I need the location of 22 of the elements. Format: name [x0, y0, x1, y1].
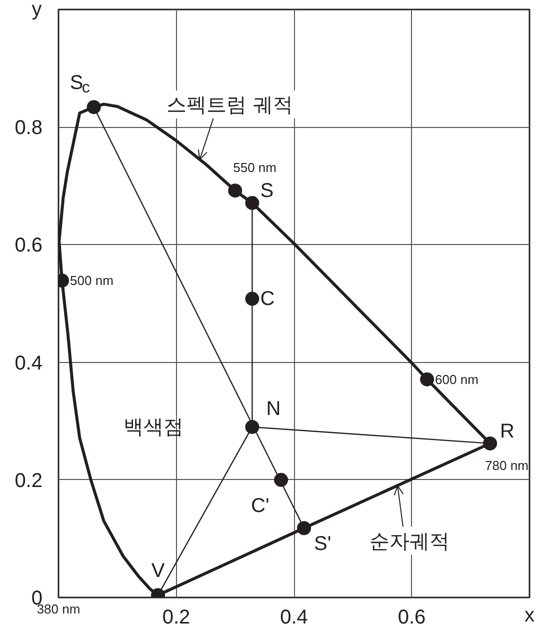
y-axis-title: y — [32, 0, 42, 20]
y-tick-label: 0.4 — [14, 352, 43, 374]
y-tick-label: 0.8 — [14, 117, 43, 140]
annotation: N — [266, 398, 281, 420]
annotation: 550 nm — [233, 160, 276, 176]
x-tick-label: 0.4 — [280, 606, 308, 628]
y-tick-label: 0.2 — [14, 470, 43, 492]
annotation: 780 nm — [485, 458, 528, 473]
annotation: C — [260, 288, 275, 310]
y-tick-label: 0.6 — [14, 234, 43, 257]
annotation: 순자궤적 — [370, 528, 450, 553]
annotation: R — [500, 420, 515, 442]
x-axis-title: x — [524, 604, 534, 626]
annotation: C' — [251, 494, 270, 517]
x-tick-label: 0.2 — [162, 606, 190, 628]
annotation: 500 nm — [70, 273, 114, 288]
annotation: 600 nm — [435, 372, 478, 387]
annotation: V — [151, 560, 166, 582]
x-tick-label: 0.6 — [398, 606, 426, 628]
annotation: S — [260, 180, 274, 202]
annotation: S' — [314, 533, 332, 556]
annotation: 스펙트럼 궤적 — [166, 92, 293, 116]
